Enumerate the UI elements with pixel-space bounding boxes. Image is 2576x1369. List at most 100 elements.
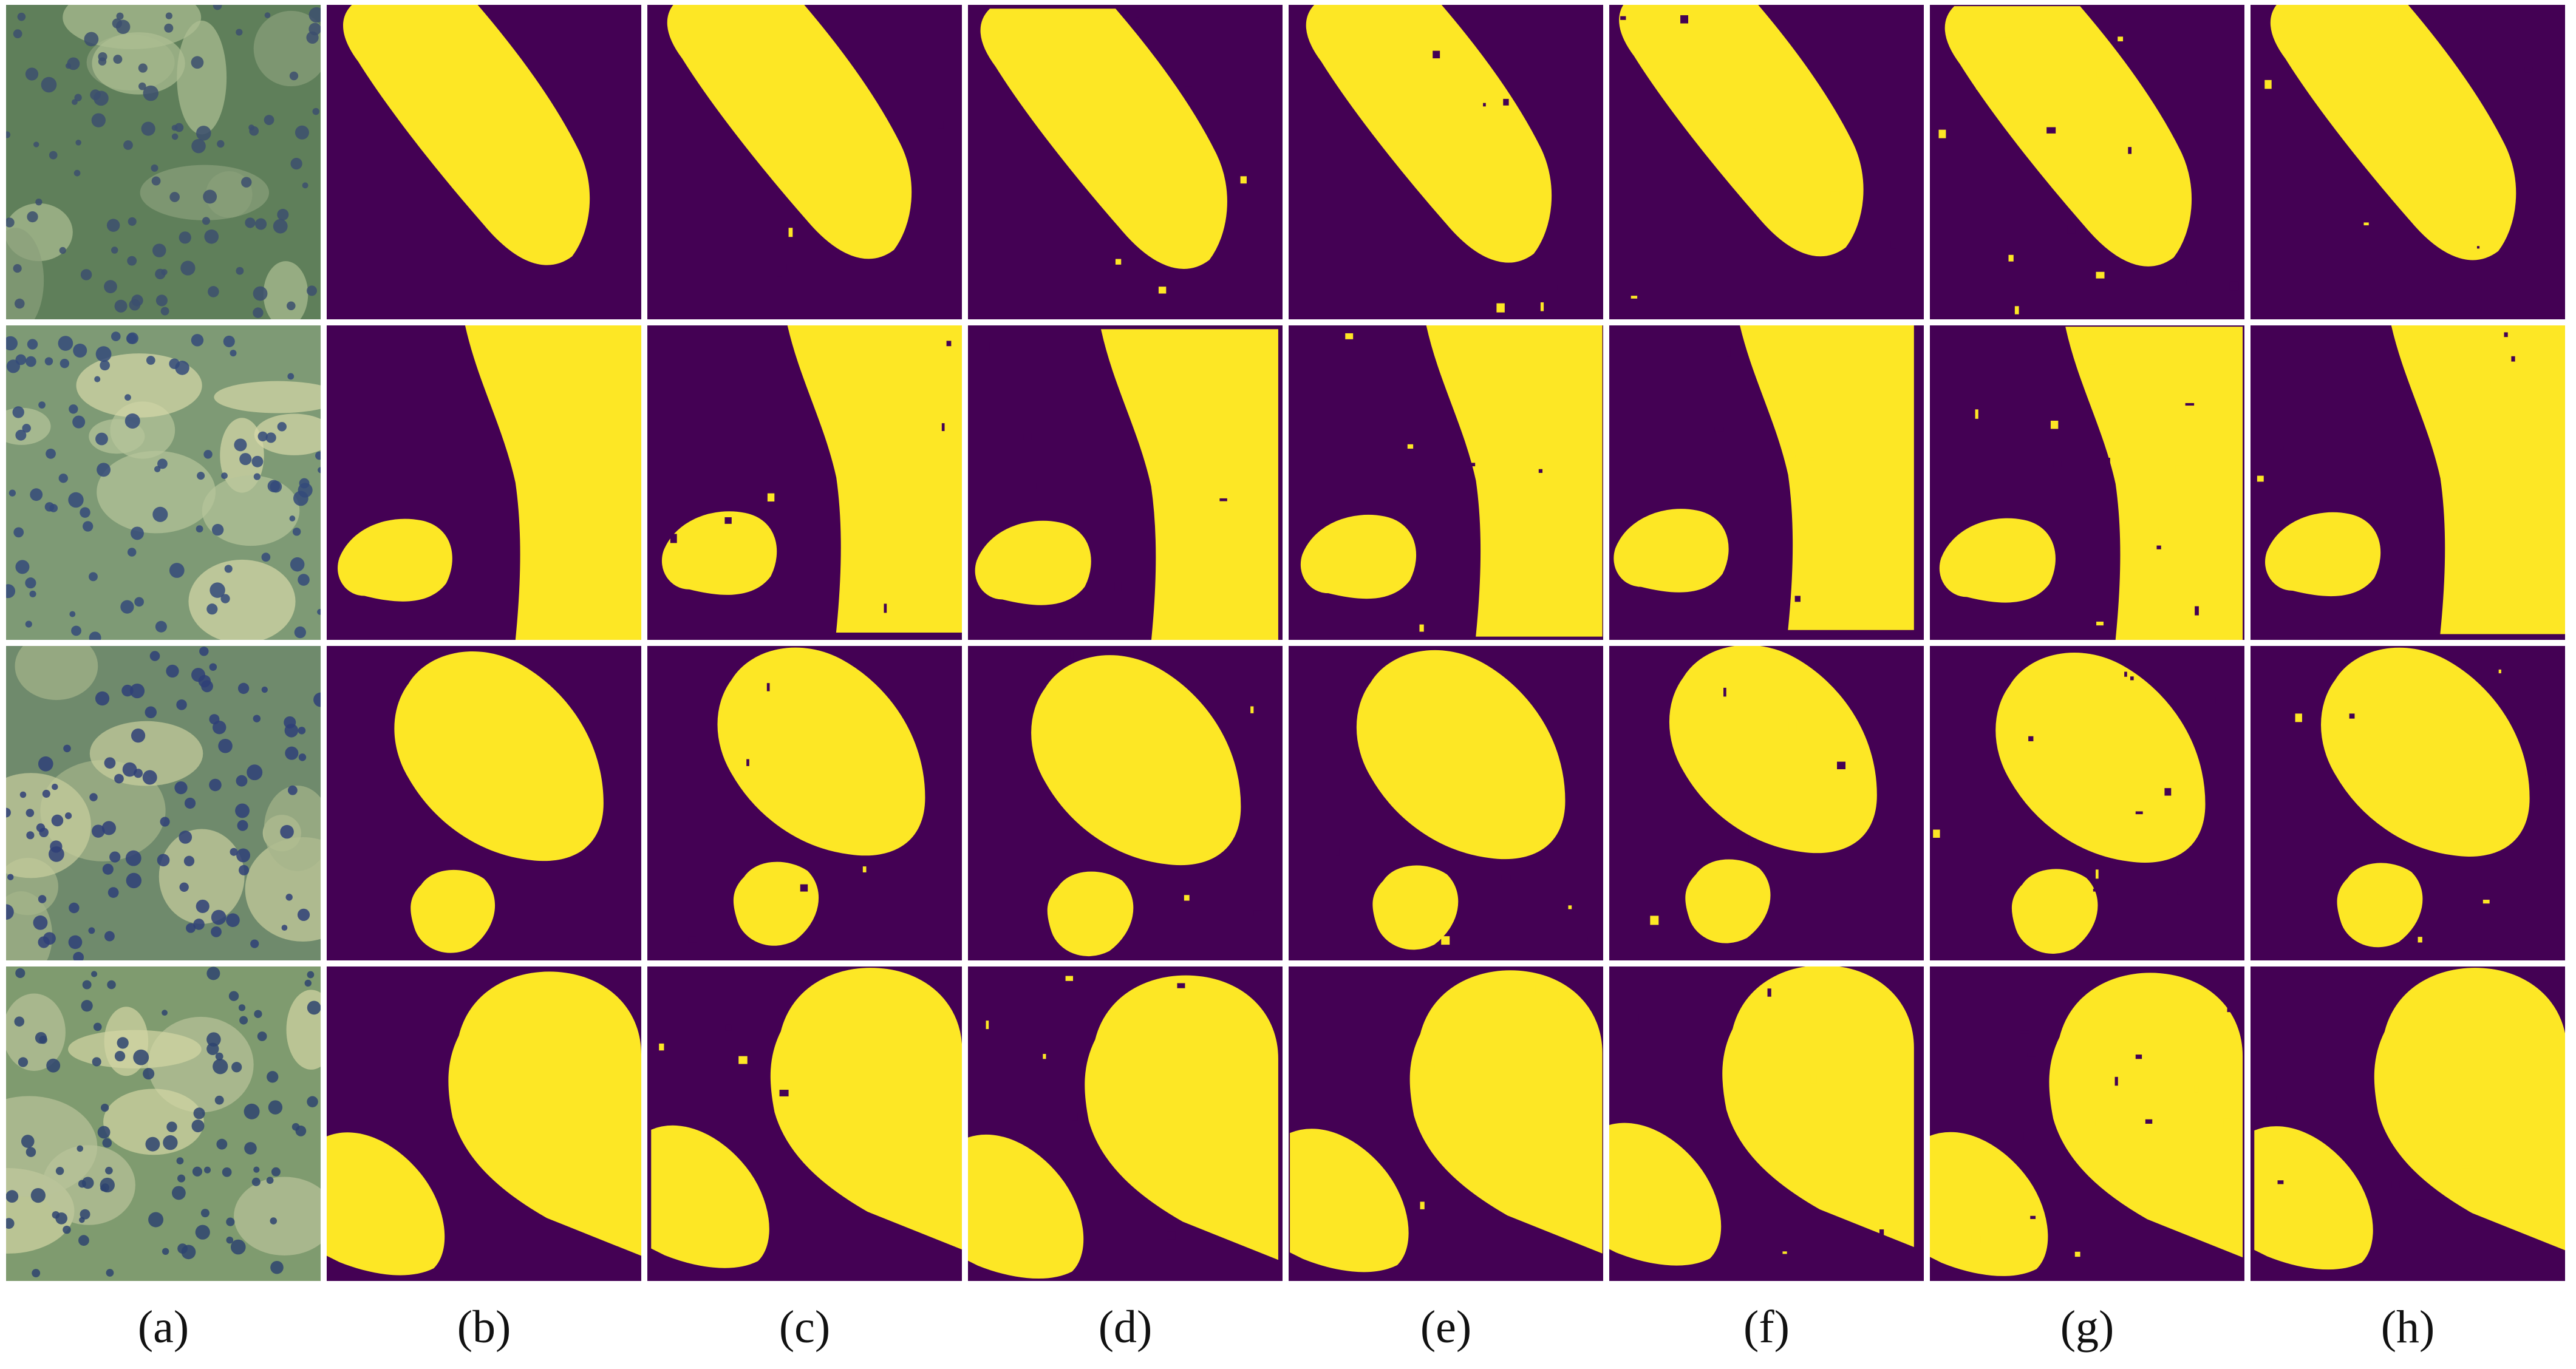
cell-nucleus <box>203 189 217 204</box>
cell-nucleus <box>84 32 99 47</box>
cell-nucleus <box>200 1209 210 1218</box>
mask-noise <box>2277 1180 2284 1184</box>
cell-nucleus <box>253 307 264 318</box>
cell-nucleus <box>46 1058 61 1073</box>
ground-truth-mask-r3-c2 <box>327 646 641 960</box>
cell-nucleus <box>82 980 92 990</box>
cell-nucleus <box>6 1218 15 1229</box>
cell-nucleus <box>239 453 252 466</box>
tissue-patch <box>68 1030 202 1068</box>
mask-region-2 <box>975 520 1091 605</box>
mask-region-2 <box>1300 514 1417 599</box>
mask-noise <box>1788 722 1797 732</box>
cell-nucleus <box>302 182 308 189</box>
cell-nucleus <box>6 217 15 228</box>
cell-nucleus <box>104 931 115 942</box>
cell-nucleus <box>312 107 319 115</box>
mask-noise <box>688 936 697 943</box>
mask-noise <box>2545 768 2550 776</box>
mask-noise <box>1995 804 2000 812</box>
cell-nucleus <box>81 1000 93 1012</box>
cell-nucleus <box>307 971 315 979</box>
tissue-patch <box>89 721 203 786</box>
mask-noise <box>1791 455 1796 458</box>
mask-noise <box>2383 47 2388 55</box>
mask-noise <box>1094 848 1103 855</box>
cell-nucleus <box>213 5 222 10</box>
cell-nucleus <box>228 991 239 1001</box>
cell-nucleus <box>78 1235 89 1246</box>
mask-noise <box>1165 274 1168 281</box>
cell-nucleus <box>226 1236 234 1244</box>
mask-region-1 <box>1740 325 1914 630</box>
cell-nucleus <box>253 473 261 480</box>
cell-nucleus <box>155 294 168 307</box>
mask-region-2 <box>651 1125 769 1268</box>
mask-noise <box>682 49 687 55</box>
cell-nucleus <box>313 692 321 707</box>
mask-region-2 <box>1685 859 1771 943</box>
mask-region-1 <box>787 325 962 633</box>
mask-noise <box>1568 905 1572 909</box>
cell-nucleus <box>38 895 47 903</box>
cell-nucleus <box>74 93 82 101</box>
mask-region-2 <box>1372 865 1459 950</box>
cell-nucleus <box>97 463 111 477</box>
cell-nucleus <box>55 1212 67 1225</box>
mask-noise <box>2280 446 2284 450</box>
cell-nucleus <box>43 932 56 945</box>
cell-nucleus <box>166 664 179 678</box>
cell-nucleus <box>281 925 288 931</box>
mask-noise <box>2156 545 2161 549</box>
mask-noise <box>2130 676 2134 681</box>
mask-noise <box>1253 910 1262 916</box>
mask-region-2 <box>2011 869 2098 954</box>
cell-nucleus <box>125 850 141 866</box>
tissue-patch <box>6 1096 98 1197</box>
mask-noise <box>2027 1053 2036 1057</box>
cell-nucleus <box>216 1138 228 1150</box>
cell-nucleus <box>44 357 53 365</box>
cell-nucleus <box>244 1142 257 1155</box>
cell-nucleus <box>25 577 36 589</box>
cell-nucleus <box>291 1123 300 1131</box>
segmentation-mask-graphic <box>2251 325 2565 640</box>
mask-noise <box>1767 988 1771 997</box>
mask-noise <box>1961 392 1964 397</box>
mask-noise <box>725 1024 732 1031</box>
mask-noise <box>946 341 952 347</box>
mask-noise <box>738 1056 748 1064</box>
cell-nucleus <box>155 620 167 633</box>
mask-noise <box>2363 222 2369 226</box>
mask-noise <box>728 117 734 122</box>
mask-noise <box>1032 483 1037 489</box>
cell-nucleus <box>174 781 188 795</box>
mask-noise <box>2030 1215 2036 1219</box>
cell-nucleus <box>69 611 76 617</box>
cell-nucleus <box>270 1260 284 1274</box>
cell-nucleus <box>176 1157 184 1165</box>
cell-nucleus <box>93 1022 102 1031</box>
cell-nucleus <box>73 951 84 960</box>
mask-region-2 <box>2337 863 2423 948</box>
cell-nucleus <box>7 874 14 880</box>
mask-noise <box>800 884 808 892</box>
cell-nucleus <box>89 793 98 801</box>
cell-nucleus <box>179 831 193 844</box>
tissue-patch <box>214 381 321 413</box>
mask-noise <box>2135 811 2143 815</box>
cell-nucleus <box>183 855 195 866</box>
segmentation-mask-graphic <box>1930 325 2244 640</box>
cell-nucleus <box>6 904 14 920</box>
mask-noise <box>2391 1181 2400 1188</box>
mask-region-1 <box>2391 325 2565 634</box>
mask-region-1 <box>2321 647 2530 857</box>
mask-noise <box>1070 650 1074 659</box>
cell-nucleus <box>230 1239 246 1255</box>
cell-nucleus <box>211 909 227 925</box>
cell-nucleus <box>247 764 263 781</box>
cell-nucleus <box>35 199 43 206</box>
cell-nucleus <box>75 140 81 146</box>
cell-nucleus <box>222 1167 232 1177</box>
mask-region-2 <box>2265 512 2381 597</box>
